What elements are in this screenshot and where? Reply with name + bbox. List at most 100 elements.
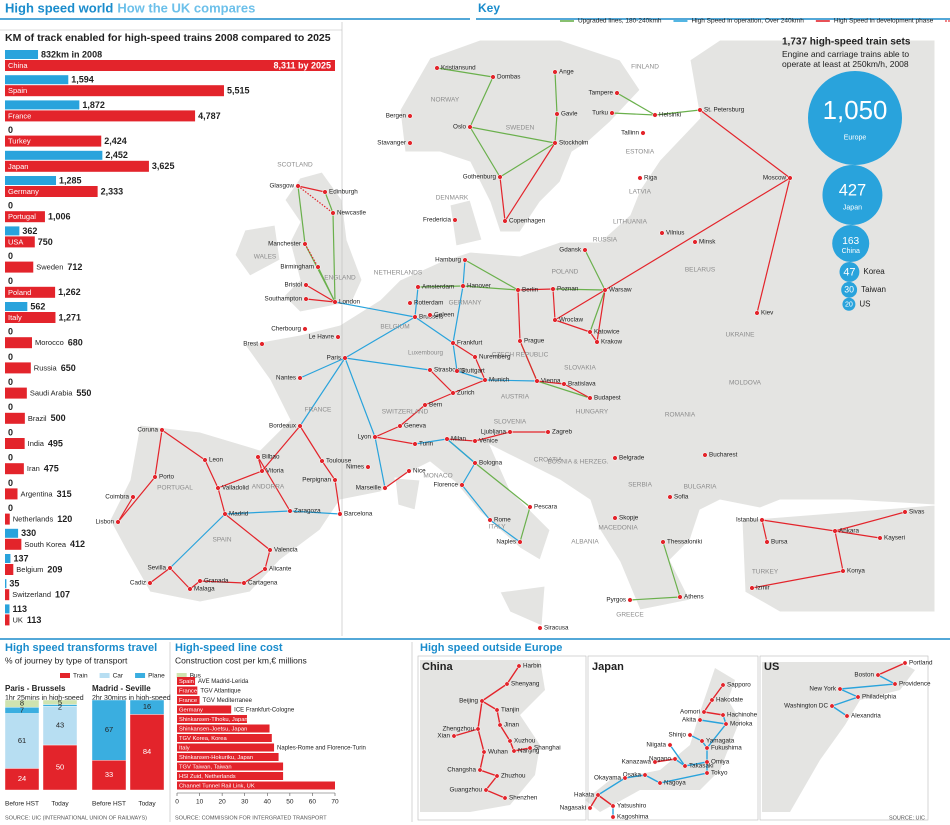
rail-line (702, 684, 724, 716)
city-label: Providence (899, 681, 931, 688)
city-dot (667, 494, 673, 500)
value-label: 120 (57, 514, 72, 524)
city-label: Omiya (711, 759, 730, 766)
city-label: Lyon (358, 434, 372, 441)
city-dot (497, 722, 503, 728)
city-label: Nimes (346, 464, 364, 471)
city-dot (479, 698, 485, 704)
city-dot (452, 217, 458, 223)
city-dot (297, 375, 303, 381)
x-tick-label: 40 (264, 799, 272, 806)
value-label: 1,271 (58, 312, 81, 322)
value-label: 0 (8, 377, 13, 387)
city-label: Philadelphia (862, 694, 897, 701)
rail-line (297, 185, 326, 193)
value-label: 61 (18, 736, 26, 745)
city-dot (454, 368, 460, 374)
city-label: Venice (479, 438, 498, 445)
city-label: Morioka (730, 721, 753, 728)
country-label: PORTUGAL (157, 485, 193, 492)
rail-line (452, 342, 458, 372)
city-label: Sofia (674, 494, 689, 501)
category-label: Russia (34, 363, 58, 372)
category-label: Iran (27, 464, 40, 473)
value-label: 1,285 (59, 175, 82, 185)
rail-line (751, 570, 844, 589)
rail-line (499, 176, 506, 222)
value-label: 562 (30, 301, 45, 311)
city-dot (720, 712, 726, 718)
city-label: Rotterdam (414, 300, 443, 307)
city-label: Katowice (594, 329, 620, 336)
value-label: 0 (8, 327, 13, 337)
section-title: High-speed line cost (175, 642, 283, 654)
rail-line (452, 379, 486, 394)
value-label: 113 (27, 615, 42, 625)
bar (5, 302, 28, 311)
city-label: Kiev (761, 310, 774, 317)
rail-line (519, 340, 538, 382)
city-dot (115, 519, 121, 525)
inset-title: China (422, 661, 453, 673)
country-label: HUNGARY (576, 409, 609, 416)
rail-line (834, 530, 881, 539)
city-dot (406, 468, 412, 474)
rail-line (417, 285, 464, 288)
source: SOURCE: UIC (INTERNATIONAL UNION OF RAIL… (5, 815, 147, 821)
rail-line (429, 369, 454, 394)
city-dot (515, 287, 521, 293)
city-label: Sapporo (727, 682, 751, 689)
bar (5, 60, 335, 71)
value-label: 33 (105, 770, 113, 779)
country-label: TURKEY (752, 569, 779, 576)
city-label: Harbin (523, 663, 542, 670)
city-label: Cherbourg (271, 326, 301, 333)
city-label: Nice (413, 468, 426, 475)
country-label: CZECH REPUBLIC (492, 352, 549, 359)
city-label: Rome (494, 517, 511, 524)
city-dot (702, 452, 708, 458)
section-title: High speed transforms travel (5, 642, 157, 654)
rail-line (604, 177, 791, 291)
city-dot (507, 429, 513, 435)
rail-line (399, 404, 426, 427)
city-dot (602, 287, 608, 293)
rail-line (317, 266, 336, 303)
rail-line (117, 496, 134, 523)
rail-line (299, 357, 346, 427)
bubble (822, 165, 883, 225)
x-tick-label: 50 (286, 799, 294, 806)
city-label: London (339, 299, 361, 306)
rail-line (334, 301, 416, 318)
city-label: Cadiz (130, 580, 146, 587)
city-dot (595, 792, 601, 798)
city-dot (255, 454, 261, 460)
city-label: Marseille (356, 485, 382, 492)
rail-line (489, 519, 521, 543)
group-subtitle: 2hr 30mins in high-speed (92, 695, 171, 702)
city-label: Nagoya (664, 780, 686, 787)
city-label: Southampton (265, 296, 303, 303)
value-label: 16 (143, 702, 151, 711)
bar (177, 762, 284, 771)
city-label: Barcelona (344, 511, 373, 518)
city-dot (550, 286, 556, 292)
value-label: 137 (13, 553, 28, 563)
country-label: BULGARIA (684, 484, 718, 491)
city-label: Athens (684, 594, 704, 601)
city-label: Kanazawa (622, 759, 652, 766)
city-label: Sevilla (147, 565, 166, 572)
key-title: Key (478, 1, 500, 15)
bubble (842, 297, 856, 311)
city-dot (330, 210, 336, 216)
rail-line (224, 513, 271, 551)
city-label: Niigata (646, 742, 666, 749)
city-label: Konya (847, 568, 865, 575)
group-title: Paris - Brussels (5, 684, 66, 693)
city-label: Skopje (619, 515, 639, 522)
city-label: Gothenburg (463, 174, 497, 181)
city-dot (494, 773, 500, 779)
chart-subtitle: Engine and carriage trains able to opera… (782, 49, 909, 69)
city-dot (427, 367, 433, 373)
city-label: Vitoria (266, 468, 284, 475)
